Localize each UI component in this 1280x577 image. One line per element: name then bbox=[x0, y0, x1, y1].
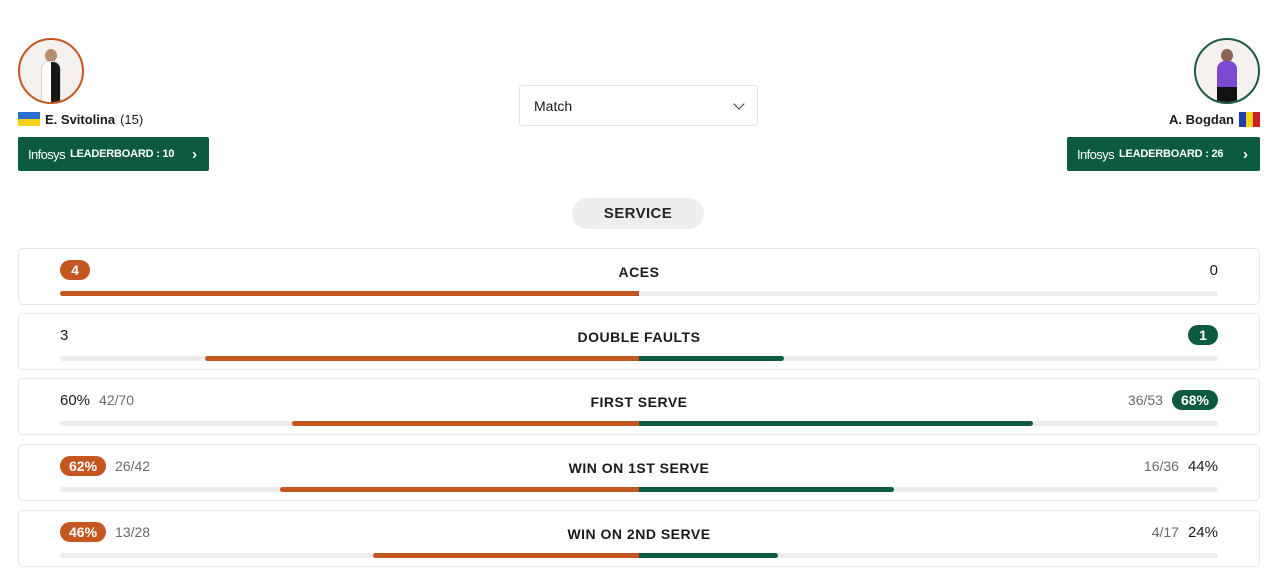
player-right-name-row: A. Bogdan bbox=[1067, 110, 1260, 128]
period-select[interactable]: Match bbox=[519, 85, 758, 126]
stat-row: WIN ON 1ST SERVE 62% 26/42 16/36 44% bbox=[18, 444, 1260, 501]
stat-bar-left bbox=[280, 487, 639, 492]
stat-right: 36/53 68% bbox=[1128, 390, 1218, 410]
stat-bar-left bbox=[204, 356, 639, 361]
stat-bar-right bbox=[639, 553, 778, 558]
stat-bar-right bbox=[639, 487, 894, 492]
stat-row: WIN ON 2ND SERVE 46% 13/28 4/17 24% bbox=[18, 510, 1260, 567]
stat-right: 1 bbox=[1188, 325, 1218, 345]
chevron-down-icon bbox=[733, 97, 745, 110]
stat-title: WIN ON 1ST SERVE bbox=[568, 460, 710, 476]
infosys-logo: Infosys bbox=[1077, 146, 1115, 162]
player-right-avatar[interactable] bbox=[1194, 38, 1260, 104]
stat-right: 4/17 24% bbox=[1152, 522, 1218, 542]
stat-right: 16/36 44% bbox=[1144, 456, 1218, 476]
stat-row: ACES 4 0 bbox=[18, 248, 1260, 305]
player-left-name[interactable]: E. Svitolina bbox=[45, 111, 116, 127]
infosys-logo: Infosys bbox=[28, 146, 66, 162]
stat-detail-right: 4/17 bbox=[1151, 524, 1179, 540]
player-right-leaderboard-button[interactable]: Infosys LEADERBOARD : 26 › bbox=[1067, 137, 1260, 171]
stat-bar-track bbox=[60, 421, 1218, 426]
ukraine-flag-icon bbox=[18, 112, 40, 126]
stat-bar-track bbox=[60, 553, 1218, 558]
stat-left: 62% 26/42 bbox=[60, 456, 150, 476]
stat-bar-track bbox=[60, 487, 1218, 492]
player-right: A. Bogdan Infosys LEADERBOARD : 26 › bbox=[1067, 38, 1260, 171]
stat-right: 0 bbox=[1210, 260, 1218, 280]
stat-value-left: 46% bbox=[60, 522, 107, 542]
player-left-avatar[interactable] bbox=[18, 38, 84, 104]
section-header-service: SERVICE bbox=[572, 198, 704, 229]
stat-bar-left bbox=[372, 553, 639, 558]
stat-detail-left: 26/42 bbox=[115, 458, 151, 474]
stat-title: WIN ON 2ND SERVE bbox=[567, 526, 711, 542]
stat-detail-right: 16/36 bbox=[1143, 458, 1179, 474]
chevron-right-icon: › bbox=[192, 145, 197, 163]
stat-value-left: 4 bbox=[60, 260, 90, 280]
stat-bar-track bbox=[60, 356, 1218, 361]
stat-title: FIRST SERVE bbox=[590, 394, 688, 410]
leaderboard-label: LEADERBOARD : 10 bbox=[69, 148, 175, 160]
player-left: E. Svitolina (15) Infosys LEADERBOARD : … bbox=[18, 38, 209, 171]
period-select-value: Match bbox=[534, 97, 573, 114]
stat-bar-track bbox=[60, 291, 1218, 296]
romania-flag-icon bbox=[1239, 111, 1260, 127]
stat-value-left: 60% bbox=[60, 391, 91, 409]
stat-bar-left bbox=[60, 291, 639, 296]
chevron-right-icon: › bbox=[1243, 145, 1248, 163]
stat-detail-left: 13/28 bbox=[115, 524, 151, 540]
stat-value-right: 68% bbox=[1171, 390, 1218, 410]
stat-bar-right bbox=[639, 421, 1033, 426]
stat-left: 60% 42/70 bbox=[60, 390, 134, 410]
stat-row: FIRST SERVE 60% 42/70 36/53 68% bbox=[18, 378, 1260, 435]
stat-value-right: 44% bbox=[1187, 457, 1218, 475]
stat-row: DOUBLE FAULTS 3 1 bbox=[18, 313, 1260, 370]
player-left-leaderboard-button[interactable]: Infosys LEADERBOARD : 10 › bbox=[18, 137, 209, 171]
stat-value-right: 0 bbox=[1209, 261, 1218, 279]
player-left-name-row: E. Svitolina (15) bbox=[18, 110, 209, 128]
stat-bar-left bbox=[291, 421, 639, 426]
player-left-seed: (15) bbox=[120, 111, 144, 127]
player-right-name[interactable]: A. Bogdan bbox=[1169, 111, 1234, 127]
stat-left: 3 bbox=[60, 325, 68, 345]
stat-detail-right: 36/53 bbox=[1127, 392, 1163, 408]
leaderboard-label: LEADERBOARD : 26 bbox=[1118, 148, 1224, 160]
stat-title: ACES bbox=[618, 264, 660, 280]
stat-left: 46% 13/28 bbox=[60, 522, 150, 542]
stat-detail-left: 42/70 bbox=[99, 392, 135, 408]
stat-title: DOUBLE FAULTS bbox=[577, 329, 701, 345]
stat-value-right: 1 bbox=[1188, 325, 1218, 345]
stats-list: ACES 4 0 DOUBLE FAULTS 3 1 FIRST SERVE 60% 42/70… bbox=[18, 248, 1260, 575]
stat-value-left: 62% bbox=[60, 456, 107, 476]
stat-value-left: 3 bbox=[60, 326, 69, 344]
stat-bar-right bbox=[639, 356, 784, 361]
stat-value-right: 24% bbox=[1187, 523, 1218, 541]
stat-left: 4 bbox=[60, 260, 90, 280]
